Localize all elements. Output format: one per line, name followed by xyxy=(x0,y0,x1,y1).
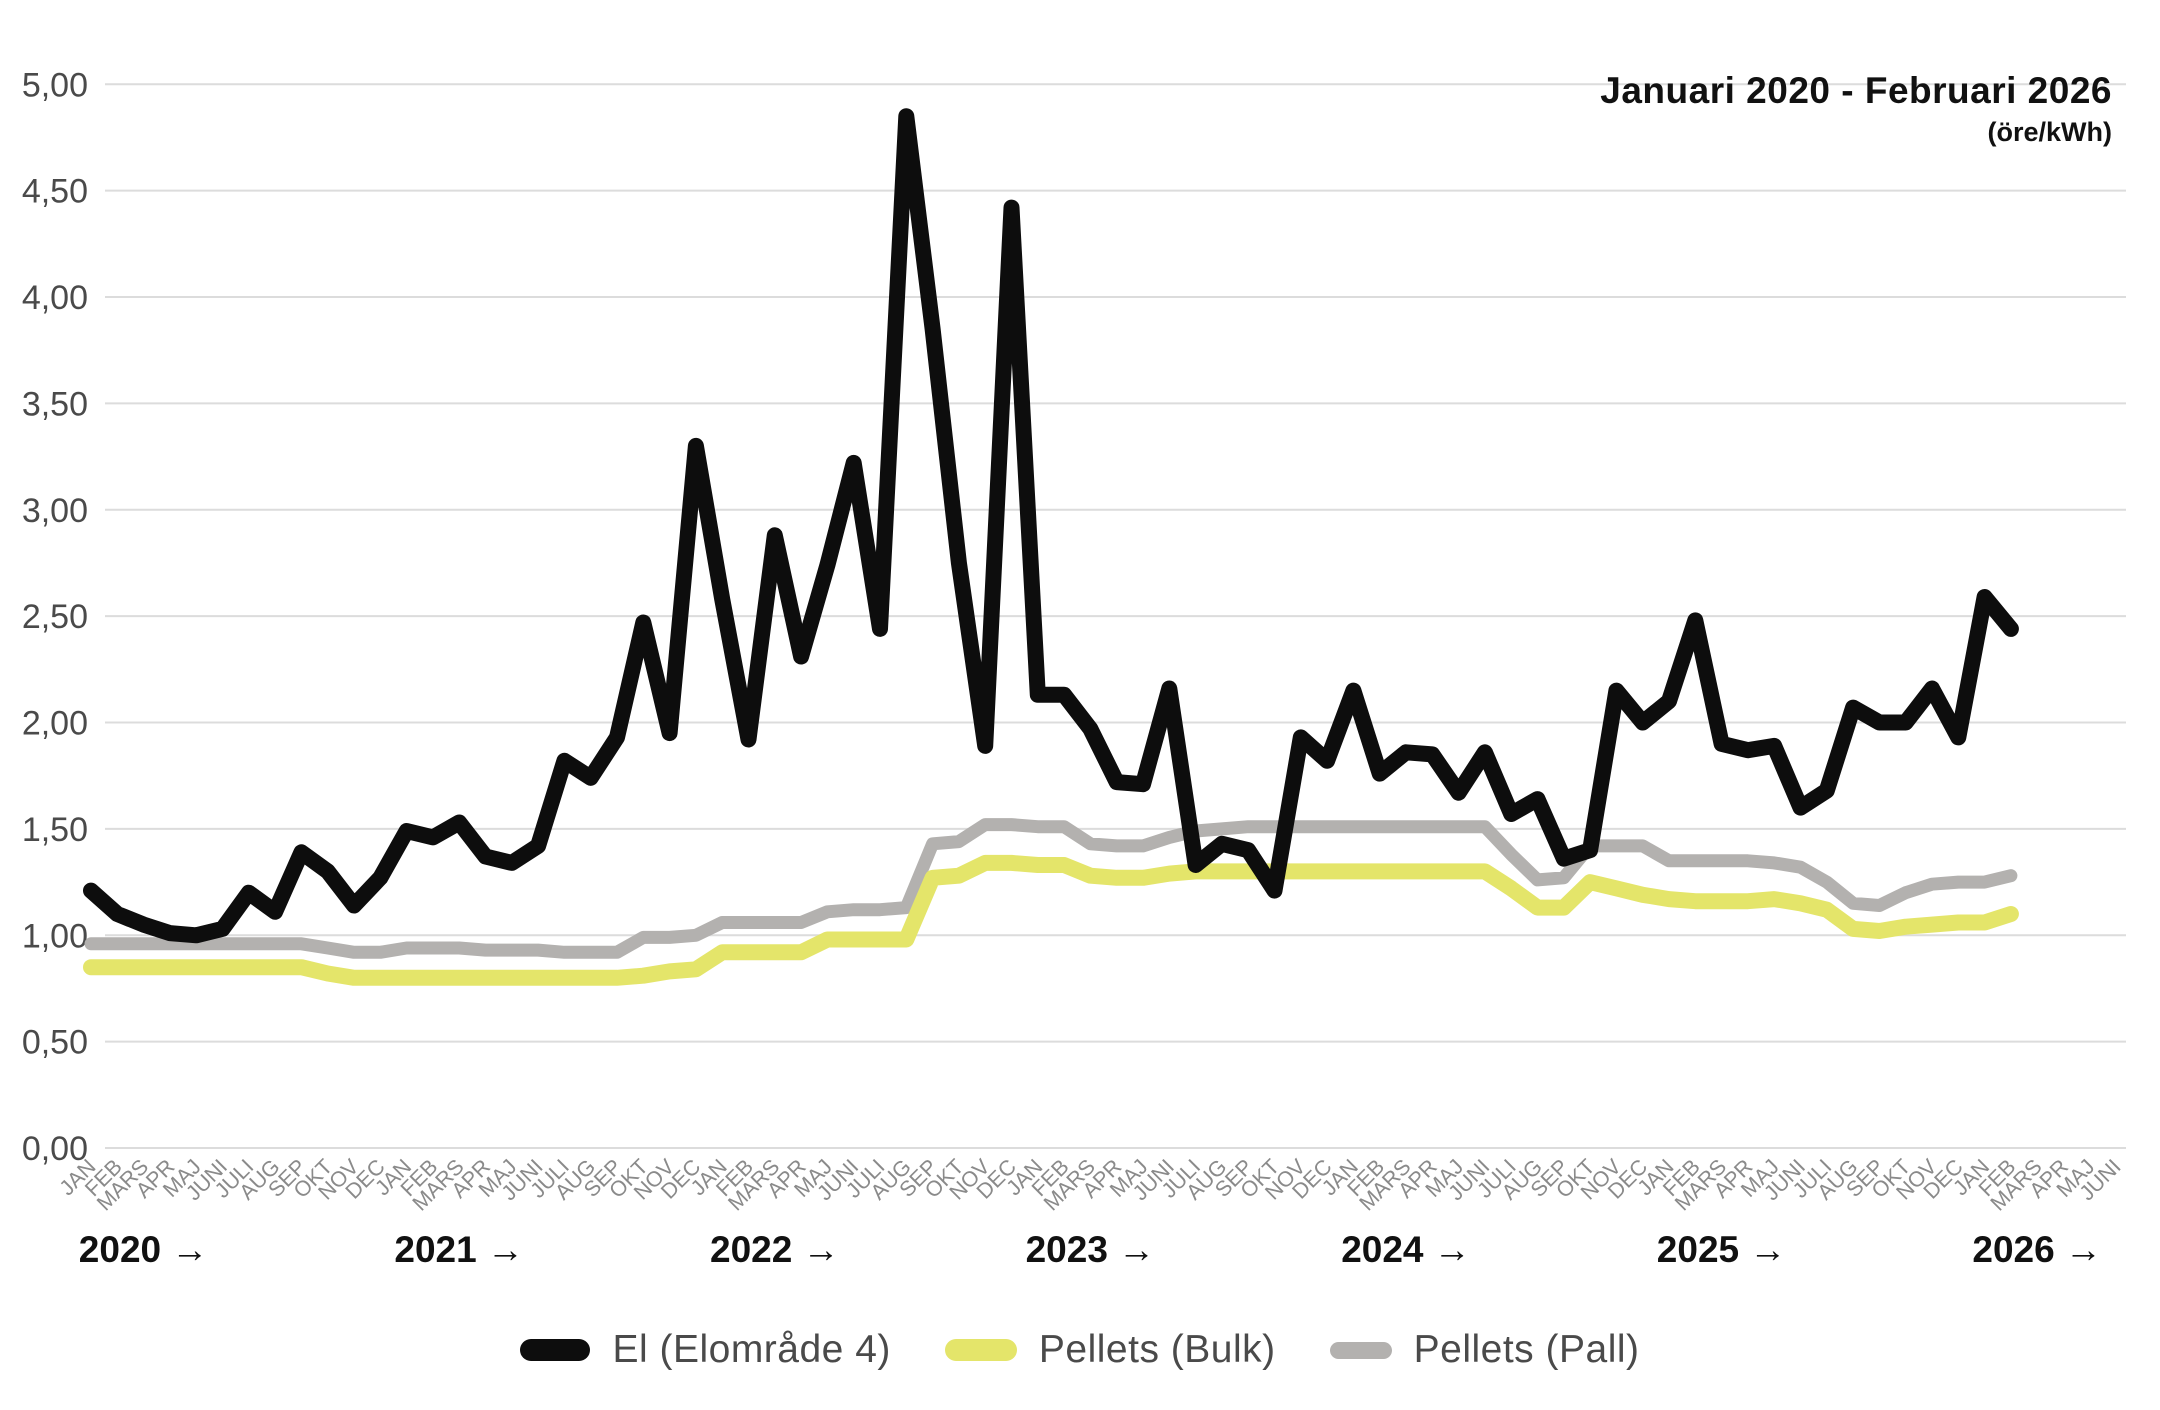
chart-unit-label: (öre/kWh) xyxy=(1987,117,2113,148)
y-tick-label: 2,00 xyxy=(22,705,88,743)
legend-item-0: El (Elområde 4) xyxy=(520,1328,890,1372)
x-year-label: 2024 → xyxy=(1341,1229,1471,1270)
y-tick-label: 1,00 xyxy=(22,917,88,955)
legend-item-2: Pellets (Pall) xyxy=(1329,1328,1640,1372)
series-line-pellets-bulk xyxy=(83,854,2019,986)
y-tick-label: 0,50 xyxy=(22,1024,88,1062)
chart-title: Januari 2020 - Februari 2026 xyxy=(1600,70,2112,111)
legend-swatch-icon xyxy=(944,1339,1017,1361)
legend-swatch-icon xyxy=(1329,1341,1392,1359)
y-tick-label: 3,50 xyxy=(22,385,88,423)
y-tick-label: 0,00 xyxy=(22,1130,88,1168)
legend-label: Pellets (Bulk) xyxy=(1038,1328,1276,1371)
y-tick-label: 2,50 xyxy=(22,598,88,636)
y-tick-label: 5,00 xyxy=(22,66,88,104)
y-tick-label: 4,00 xyxy=(22,279,88,317)
x-year-label: 2021 → xyxy=(394,1229,524,1270)
y-tick-label: 4,50 xyxy=(22,173,88,211)
legend-swatch-icon xyxy=(520,1339,591,1361)
y-tick-label: 1,50 xyxy=(22,811,88,849)
x-year-label: 2026 → xyxy=(1972,1229,2102,1270)
chart-legend: El (Elområde 4) Pellets (Bulk) Pellets (Pa… xyxy=(0,1328,2160,1372)
x-year-label: 2023 → xyxy=(1026,1229,1156,1270)
chart-title-block: Januari 2020 - Februari 2026 (öre/kWh) xyxy=(1600,68,2112,150)
series-line-pellets-pall xyxy=(84,818,2018,959)
series-line-el-elomrade-4 xyxy=(83,108,2019,944)
legend-label: El (Elområde 4) xyxy=(612,1328,891,1371)
x-year-label: 2020 → xyxy=(79,1229,209,1270)
y-tick-label: 3,00 xyxy=(22,492,88,530)
legend-item-1: Pellets (Bulk) xyxy=(944,1328,1276,1372)
legend-label: Pellets (Pall) xyxy=(1413,1328,1640,1371)
x-year-label: 2025 → xyxy=(1657,1229,1787,1270)
x-year-label: 2022 → xyxy=(710,1229,840,1270)
